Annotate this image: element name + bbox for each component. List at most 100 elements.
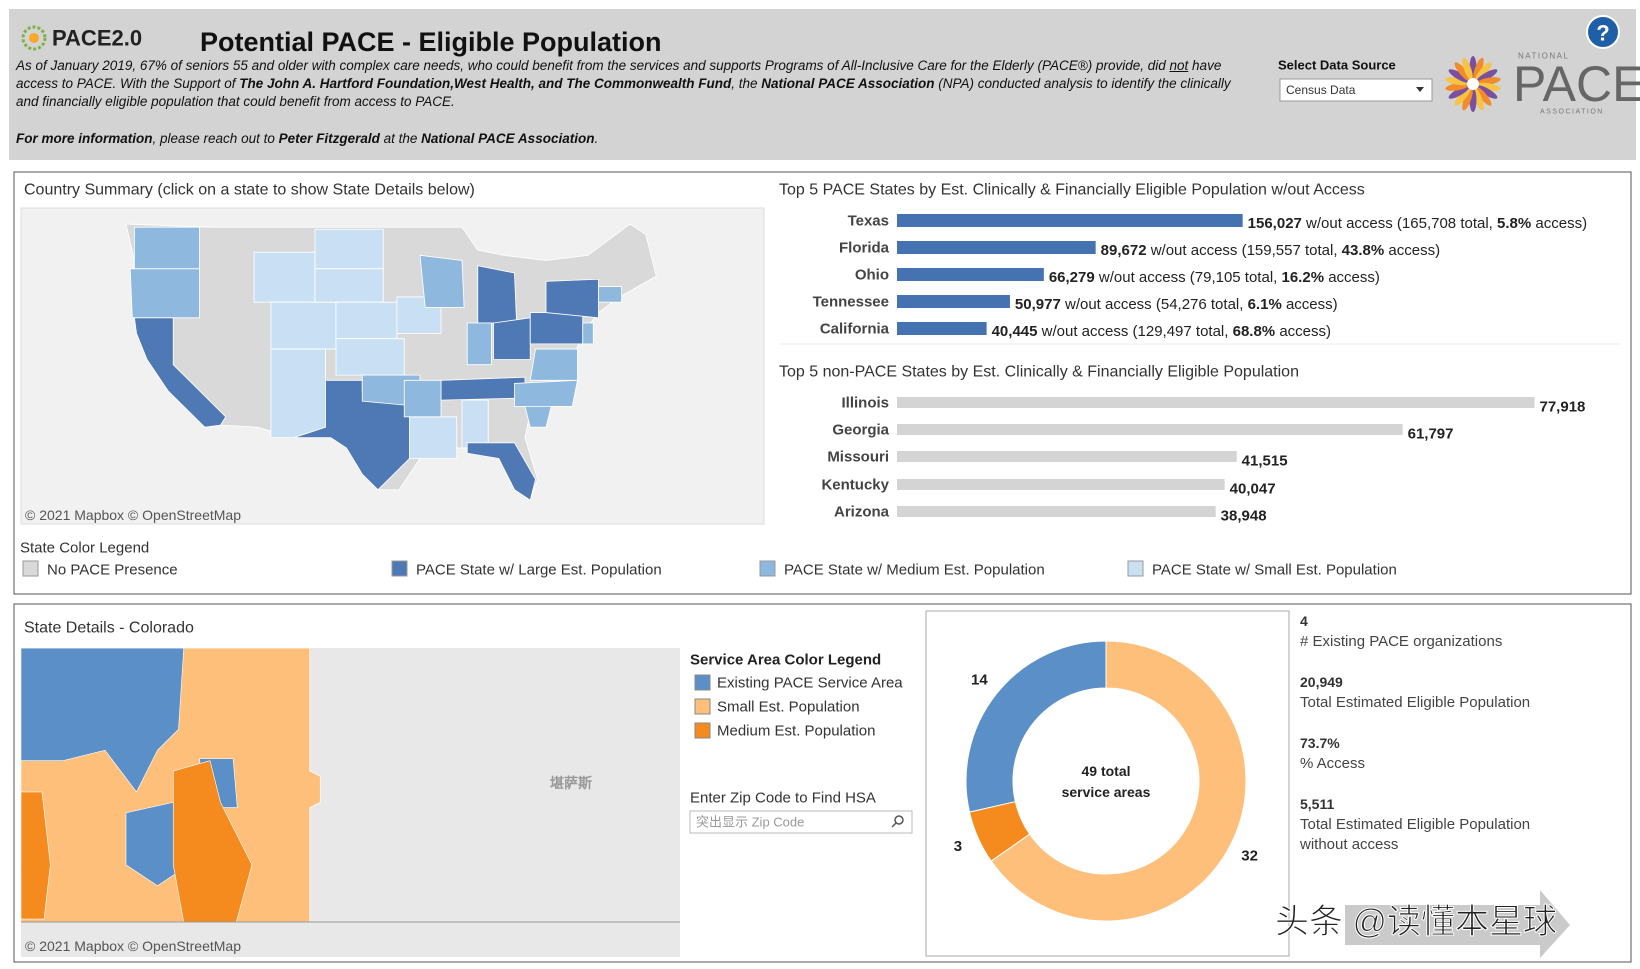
legend-title: State Color Legend: [20, 540, 149, 557]
stat-label: Total Estimated Eligible Population: [1300, 694, 1531, 711]
intro-part: have access to PACE. With the Support of: [16, 58, 1222, 91]
value-label: 38,948: [1221, 508, 1267, 525]
suffix: access): [1282, 296, 1338, 313]
access: 16.2%: [1282, 269, 1325, 286]
intro-text: As of January 2019, 67% of seniors 55 an…: [16, 57, 1246, 111]
legend-swatch: [22, 560, 39, 577]
value-label: 50,977: [1015, 296, 1061, 313]
brand: PACE: [1513, 56, 1640, 112]
donut-segment: [990, 640, 1247, 922]
legend-label: PACE State w/ Large Est. Population: [416, 562, 662, 579]
value-label: 40,445: [992, 323, 1038, 340]
intro-part: The John A. Hartford Foundation,West Hea…: [239, 76, 732, 91]
bar-label: Georgia: [832, 422, 889, 439]
stat-value: 73.7%: [1300, 735, 1340, 751]
intro-part: National PACE Association: [761, 76, 935, 91]
zip-input[interactable]: 突出显示 Zip Code: [689, 810, 913, 834]
bar-value-text: 156,027 w/out access (165,708 total, 5.8…: [1248, 215, 1587, 232]
bar-label: Texas: [848, 213, 889, 230]
legend-label: Medium Est. Population: [717, 723, 875, 740]
legend-swatch: [694, 674, 711, 691]
watermark: 头条 @读懂本星球: [1275, 903, 1557, 941]
npa-logo-sunburst: [1445, 56, 1501, 112]
bar: [897, 479, 1225, 490]
donut-label: 32: [1241, 847, 1258, 864]
suffix: access): [1275, 323, 1331, 340]
bar: [897, 397, 1535, 408]
stat-value: 4: [1300, 613, 1308, 629]
data-source-select[interactable]: Census Data: [1279, 78, 1433, 102]
suffix: access): [1384, 242, 1440, 259]
info-part: For more information: [16, 131, 153, 146]
pace-logo-icon: [21, 25, 47, 51]
stat-label: Total Estimated Eligible Population with…: [1300, 816, 1531, 853]
state-title: State Details - Colorado: [24, 620, 194, 637]
detail: w/out access (129,497 total,: [1037, 323, 1232, 340]
legend-swatch: [391, 560, 408, 577]
legend-swatch: [1127, 560, 1144, 577]
petal: [1475, 62, 1492, 82]
value-label: 61,797: [1408, 426, 1454, 443]
bar: [897, 322, 987, 335]
petal: [1473, 57, 1484, 81]
bar: [897, 268, 1044, 281]
bar-value-text: 89,672 w/out access (159,557 total, 43.8…: [1101, 242, 1440, 259]
intro-part: (NPA) conducted analysis to identify the…: [16, 76, 1231, 109]
bar-value-text: 50,977 w/out access (54,276 total, 6.1% …: [1015, 296, 1338, 313]
map-credit: © 2021 Mapbox © OpenStreetMap: [25, 938, 241, 954]
map-credit: © 2021 Mapbox © OpenStreetMap: [25, 507, 241, 523]
us-states[interactable]: [125, 223, 657, 501]
stat-label: # Existing PACE organizations: [1300, 633, 1503, 650]
value-label: 77,918: [1540, 399, 1586, 416]
page-title: Potential PACE - Eligible Population: [200, 27, 662, 57]
donut-segment: [965, 640, 1107, 813]
info-part: Peter Fitzgerald: [278, 131, 380, 146]
access: 68.8%: [1233, 323, 1276, 340]
petal: [1475, 86, 1492, 106]
info-part: National PACE Association: [421, 131, 595, 146]
value-label: 40,047: [1230, 481, 1276, 498]
bar-value-text: 66,279 w/out access (79,105 total, 16.2%…: [1049, 269, 1380, 286]
bar-label: Arizona: [834, 504, 890, 521]
zip-placeholder[interactable]: 突出显示 Zip Code: [696, 815, 804, 830]
bar-label: Tennessee: [813, 294, 889, 311]
value-label: 89,672: [1101, 242, 1147, 259]
bar-label: Missouri: [827, 449, 889, 466]
petal: [1462, 87, 1473, 111]
petal: [1448, 69, 1470, 83]
access: 5.8%: [1497, 215, 1531, 232]
legend-swatch: [694, 722, 711, 739]
zip-label: Enter Zip Code to Find HSA: [690, 790, 876, 807]
stat-value: 5,511: [1300, 796, 1335, 812]
detail: w/out access (159,557 total,: [1147, 242, 1342, 259]
help-icon[interactable]: ?: [1596, 21, 1609, 46]
detail: w/out access (54,276 total,: [1061, 296, 1248, 313]
bar-label: Ohio: [855, 267, 889, 284]
petal: [1454, 62, 1471, 82]
legend-label: Small Est. Population: [717, 699, 860, 716]
intro-part: not: [1169, 58, 1189, 73]
more-info: For more information, please reach out t…: [16, 130, 1246, 148]
bar-label: Kentucky: [821, 477, 889, 494]
map-label: 堪萨斯: [550, 775, 592, 791]
suffix: access): [1324, 269, 1380, 286]
co-service-areas[interactable]: [20, 647, 321, 923]
access: 6.1%: [1248, 296, 1282, 313]
bar-label: California: [820, 321, 890, 338]
select-value[interactable]: Census Data: [1286, 83, 1356, 97]
bar: [897, 241, 1096, 254]
petal: [1476, 69, 1498, 83]
watermark-arrow: [1345, 890, 1570, 958]
bar: [897, 424, 1403, 435]
suffix: access): [1531, 215, 1587, 232]
brand-bottom: ASSOCIATION: [1540, 109, 1604, 116]
bar: [897, 295, 1010, 308]
sun-center: [1467, 78, 1479, 90]
detail: w/out access (165,708 total,: [1302, 215, 1497, 232]
stat-value: 20,949: [1300, 674, 1343, 690]
legend-label: PACE State w/ Small Est. Population: [1152, 562, 1397, 579]
logo-text: PACE2.0: [52, 26, 142, 51]
help-button[interactable]: ?: [1586, 15, 1620, 49]
info-part: .: [594, 131, 599, 146]
